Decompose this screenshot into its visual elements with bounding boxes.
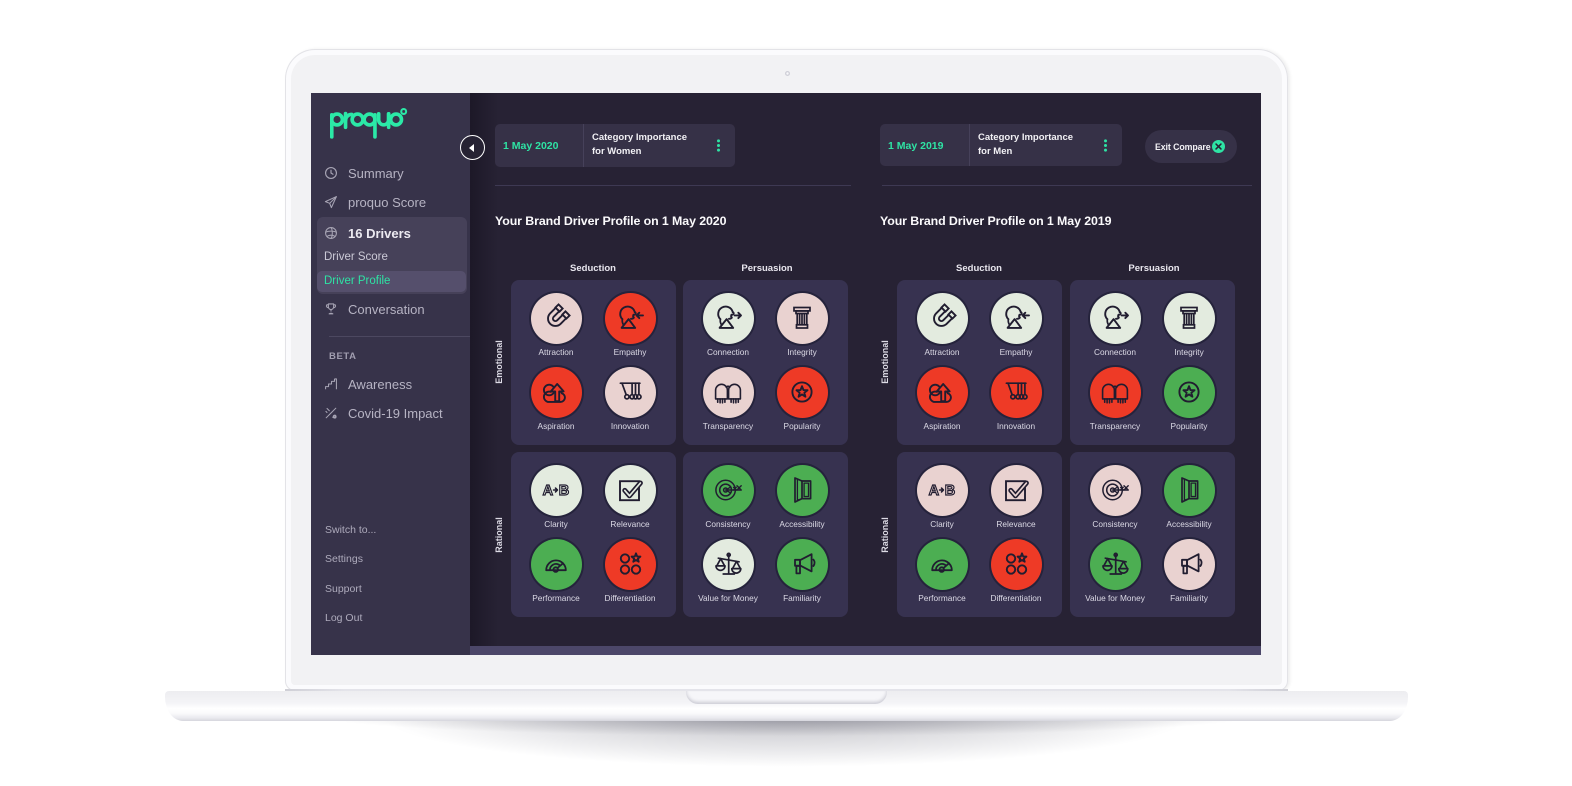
svg-text:B: B [559, 483, 569, 499]
svg-text:A: A [543, 483, 554, 499]
svg-text:A: A [929, 483, 940, 499]
svg-text:B: B [945, 483, 955, 499]
